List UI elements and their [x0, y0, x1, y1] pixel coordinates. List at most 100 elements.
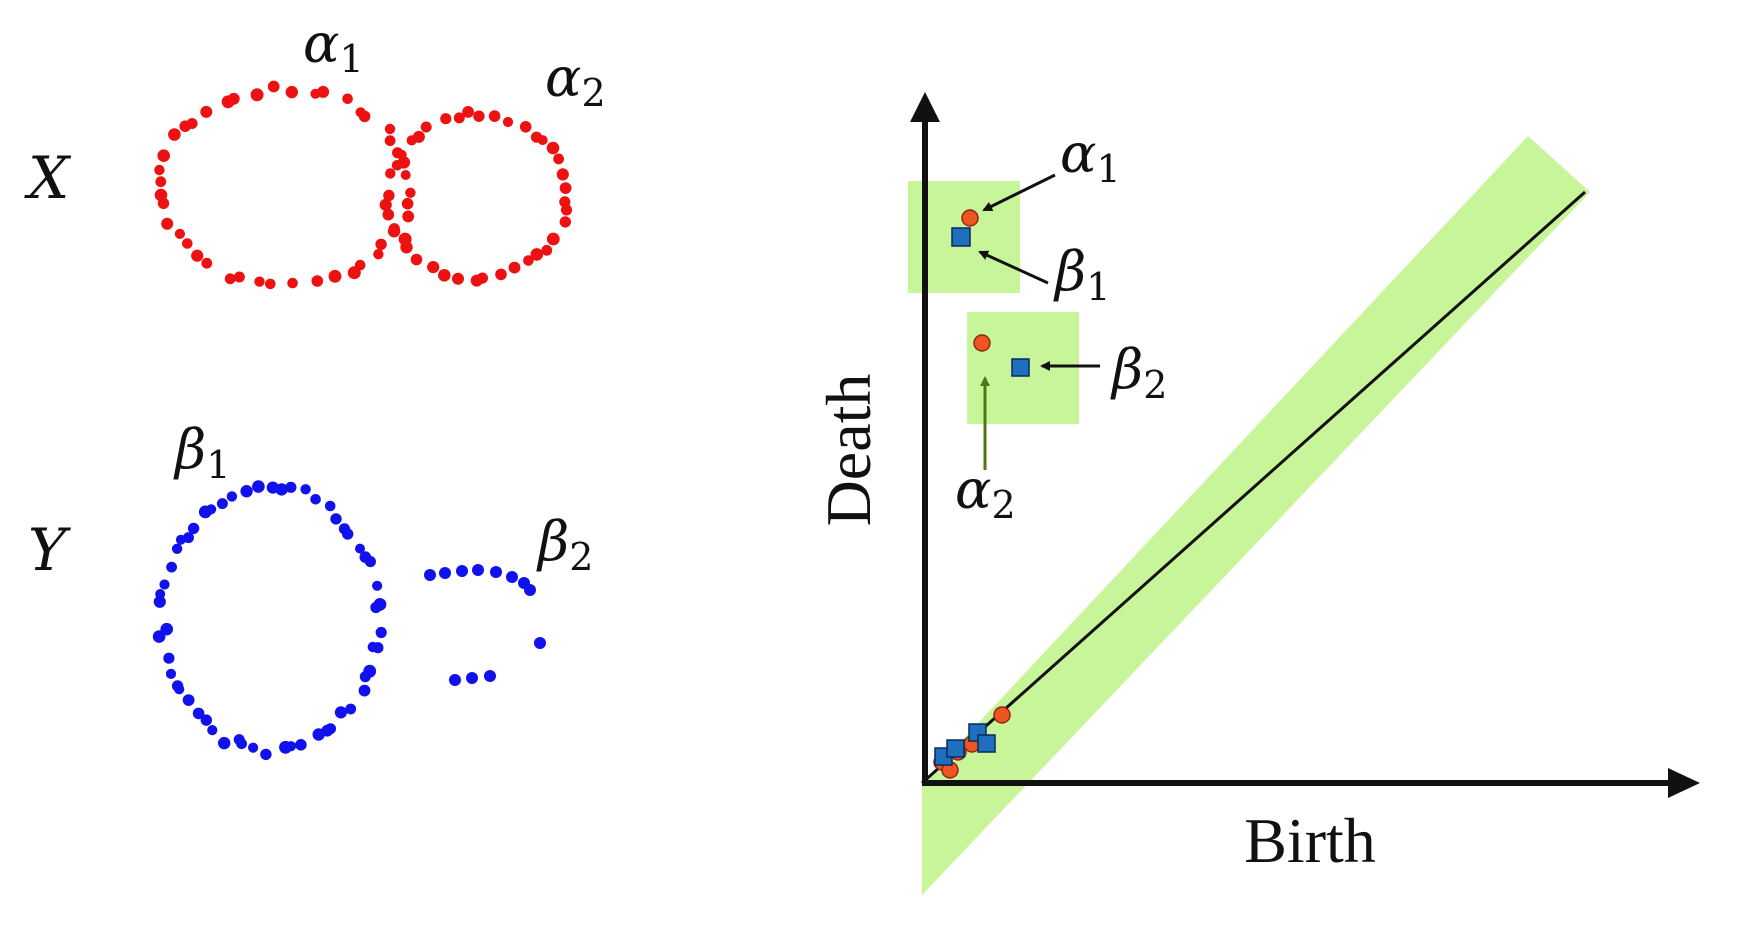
x-sample-point — [388, 223, 400, 235]
x-sample-point — [342, 93, 353, 105]
y-sample-point — [310, 494, 321, 505]
y-sample-point — [260, 748, 272, 761]
y-sample-point — [171, 543, 183, 554]
x-sample-point — [154, 188, 168, 202]
x-sample-point — [470, 274, 483, 287]
y-sample-point — [166, 561, 178, 573]
y-sample-point — [439, 567, 451, 579]
noise-point-x — [993, 706, 1011, 724]
x-sample-point — [523, 255, 534, 266]
y-sample-point — [192, 707, 205, 720]
birth-axis-label: Birth — [1244, 805, 1376, 876]
y-sample-point — [524, 584, 536, 596]
y-sample-point — [171, 680, 184, 692]
x-sample-point — [391, 160, 403, 171]
x-sample-point — [405, 187, 416, 198]
x-sample-point — [546, 232, 560, 246]
x-sample-point — [453, 112, 465, 124]
y-sample-point — [240, 485, 253, 498]
alpha1-arrow — [982, 173, 1056, 212]
x-sample-point — [537, 135, 548, 146]
y-sample-point — [490, 566, 502, 578]
x-sample-point — [311, 275, 324, 287]
y-sample-point — [248, 742, 259, 753]
y-sample-point — [216, 498, 228, 510]
x-sample-point — [285, 85, 298, 99]
y-sample-point — [295, 739, 307, 751]
death-axis-label: Death — [813, 374, 884, 527]
y-beta1-label: β1 — [173, 418, 230, 487]
y-sample-point — [285, 481, 297, 493]
y-sample-point — [226, 491, 238, 502]
x-sample-point — [560, 204, 573, 216]
y-sample-point — [163, 652, 175, 664]
x-sample-point — [233, 271, 245, 283]
y-sample-point — [466, 672, 478, 684]
y-sample-point — [372, 580, 383, 591]
beta2-point — [1011, 358, 1030, 377]
y-sample-point — [159, 579, 170, 590]
y-sample-point — [207, 725, 218, 736]
y-sample-point — [182, 694, 195, 706]
y-sample-point — [218, 736, 231, 750]
noise-point-y — [946, 739, 965, 758]
x-sample-point — [420, 121, 432, 133]
near-diagonal-points — [933, 706, 1011, 779]
y-point-cloud — [152, 480, 546, 761]
x-sample-point — [400, 170, 411, 180]
y-sample-point — [187, 522, 200, 535]
y-sample-point — [472, 564, 484, 576]
x-sample-point — [396, 149, 407, 160]
x-point-cloud — [154, 80, 573, 290]
x-sample-point — [452, 272, 464, 285]
y-sample-point — [275, 483, 288, 496]
y-sample-point — [506, 571, 518, 583]
x-sample-point — [267, 80, 280, 93]
x-sample-point — [254, 276, 265, 287]
x-sample-point — [398, 232, 412, 246]
x-sample-point — [224, 273, 236, 285]
x-sample-point — [385, 168, 396, 179]
y-sample-point — [345, 703, 357, 715]
beta1-point — [951, 227, 971, 247]
y-sample-point — [165, 668, 177, 680]
x-sample-point — [508, 261, 521, 274]
x-sample-point — [379, 198, 392, 211]
x-sample-point — [358, 110, 371, 123]
y-sample-point — [367, 641, 378, 653]
alpha1-point — [961, 209, 979, 227]
x-sample-point — [157, 149, 170, 162]
y-sample-point — [206, 504, 217, 515]
y-sample-point — [200, 714, 212, 726]
beta1-arrow — [978, 250, 1049, 285]
y-sample-point — [358, 684, 371, 697]
diagram-alpha1-label: α1 — [1060, 122, 1121, 191]
x-sample-point — [373, 249, 384, 260]
x-sample-point — [473, 110, 485, 122]
x-sample-point — [384, 135, 396, 147]
x-sample-point — [186, 118, 198, 129]
diagonal-line — [921, 190, 1586, 785]
x-sample-point — [427, 261, 440, 274]
y-sample-point — [375, 626, 387, 639]
x-sample-point — [402, 210, 415, 223]
x-space-label: X — [24, 144, 72, 212]
y-sample-point — [424, 569, 436, 581]
y-sample-point — [342, 528, 354, 540]
persistence-diagram: Birth Death α1 β1 β2 α2 — [813, 92, 1700, 895]
y-sample-point — [484, 670, 496, 682]
y-sample-point — [153, 595, 166, 608]
x-sample-point — [155, 176, 167, 188]
x-sample-point — [201, 257, 213, 269]
x-sample-point — [250, 88, 264, 102]
x-sample-point — [502, 116, 514, 128]
y-sample-point — [449, 674, 461, 686]
x-sample-point — [462, 106, 474, 118]
x-sample-point — [265, 278, 276, 290]
y-sample-point — [330, 513, 342, 525]
y-sample-point — [534, 637, 546, 649]
x-sample-point — [384, 123, 396, 135]
diagram-alpha2-label: α2 — [955, 458, 1016, 527]
x-sample-point — [154, 164, 165, 176]
